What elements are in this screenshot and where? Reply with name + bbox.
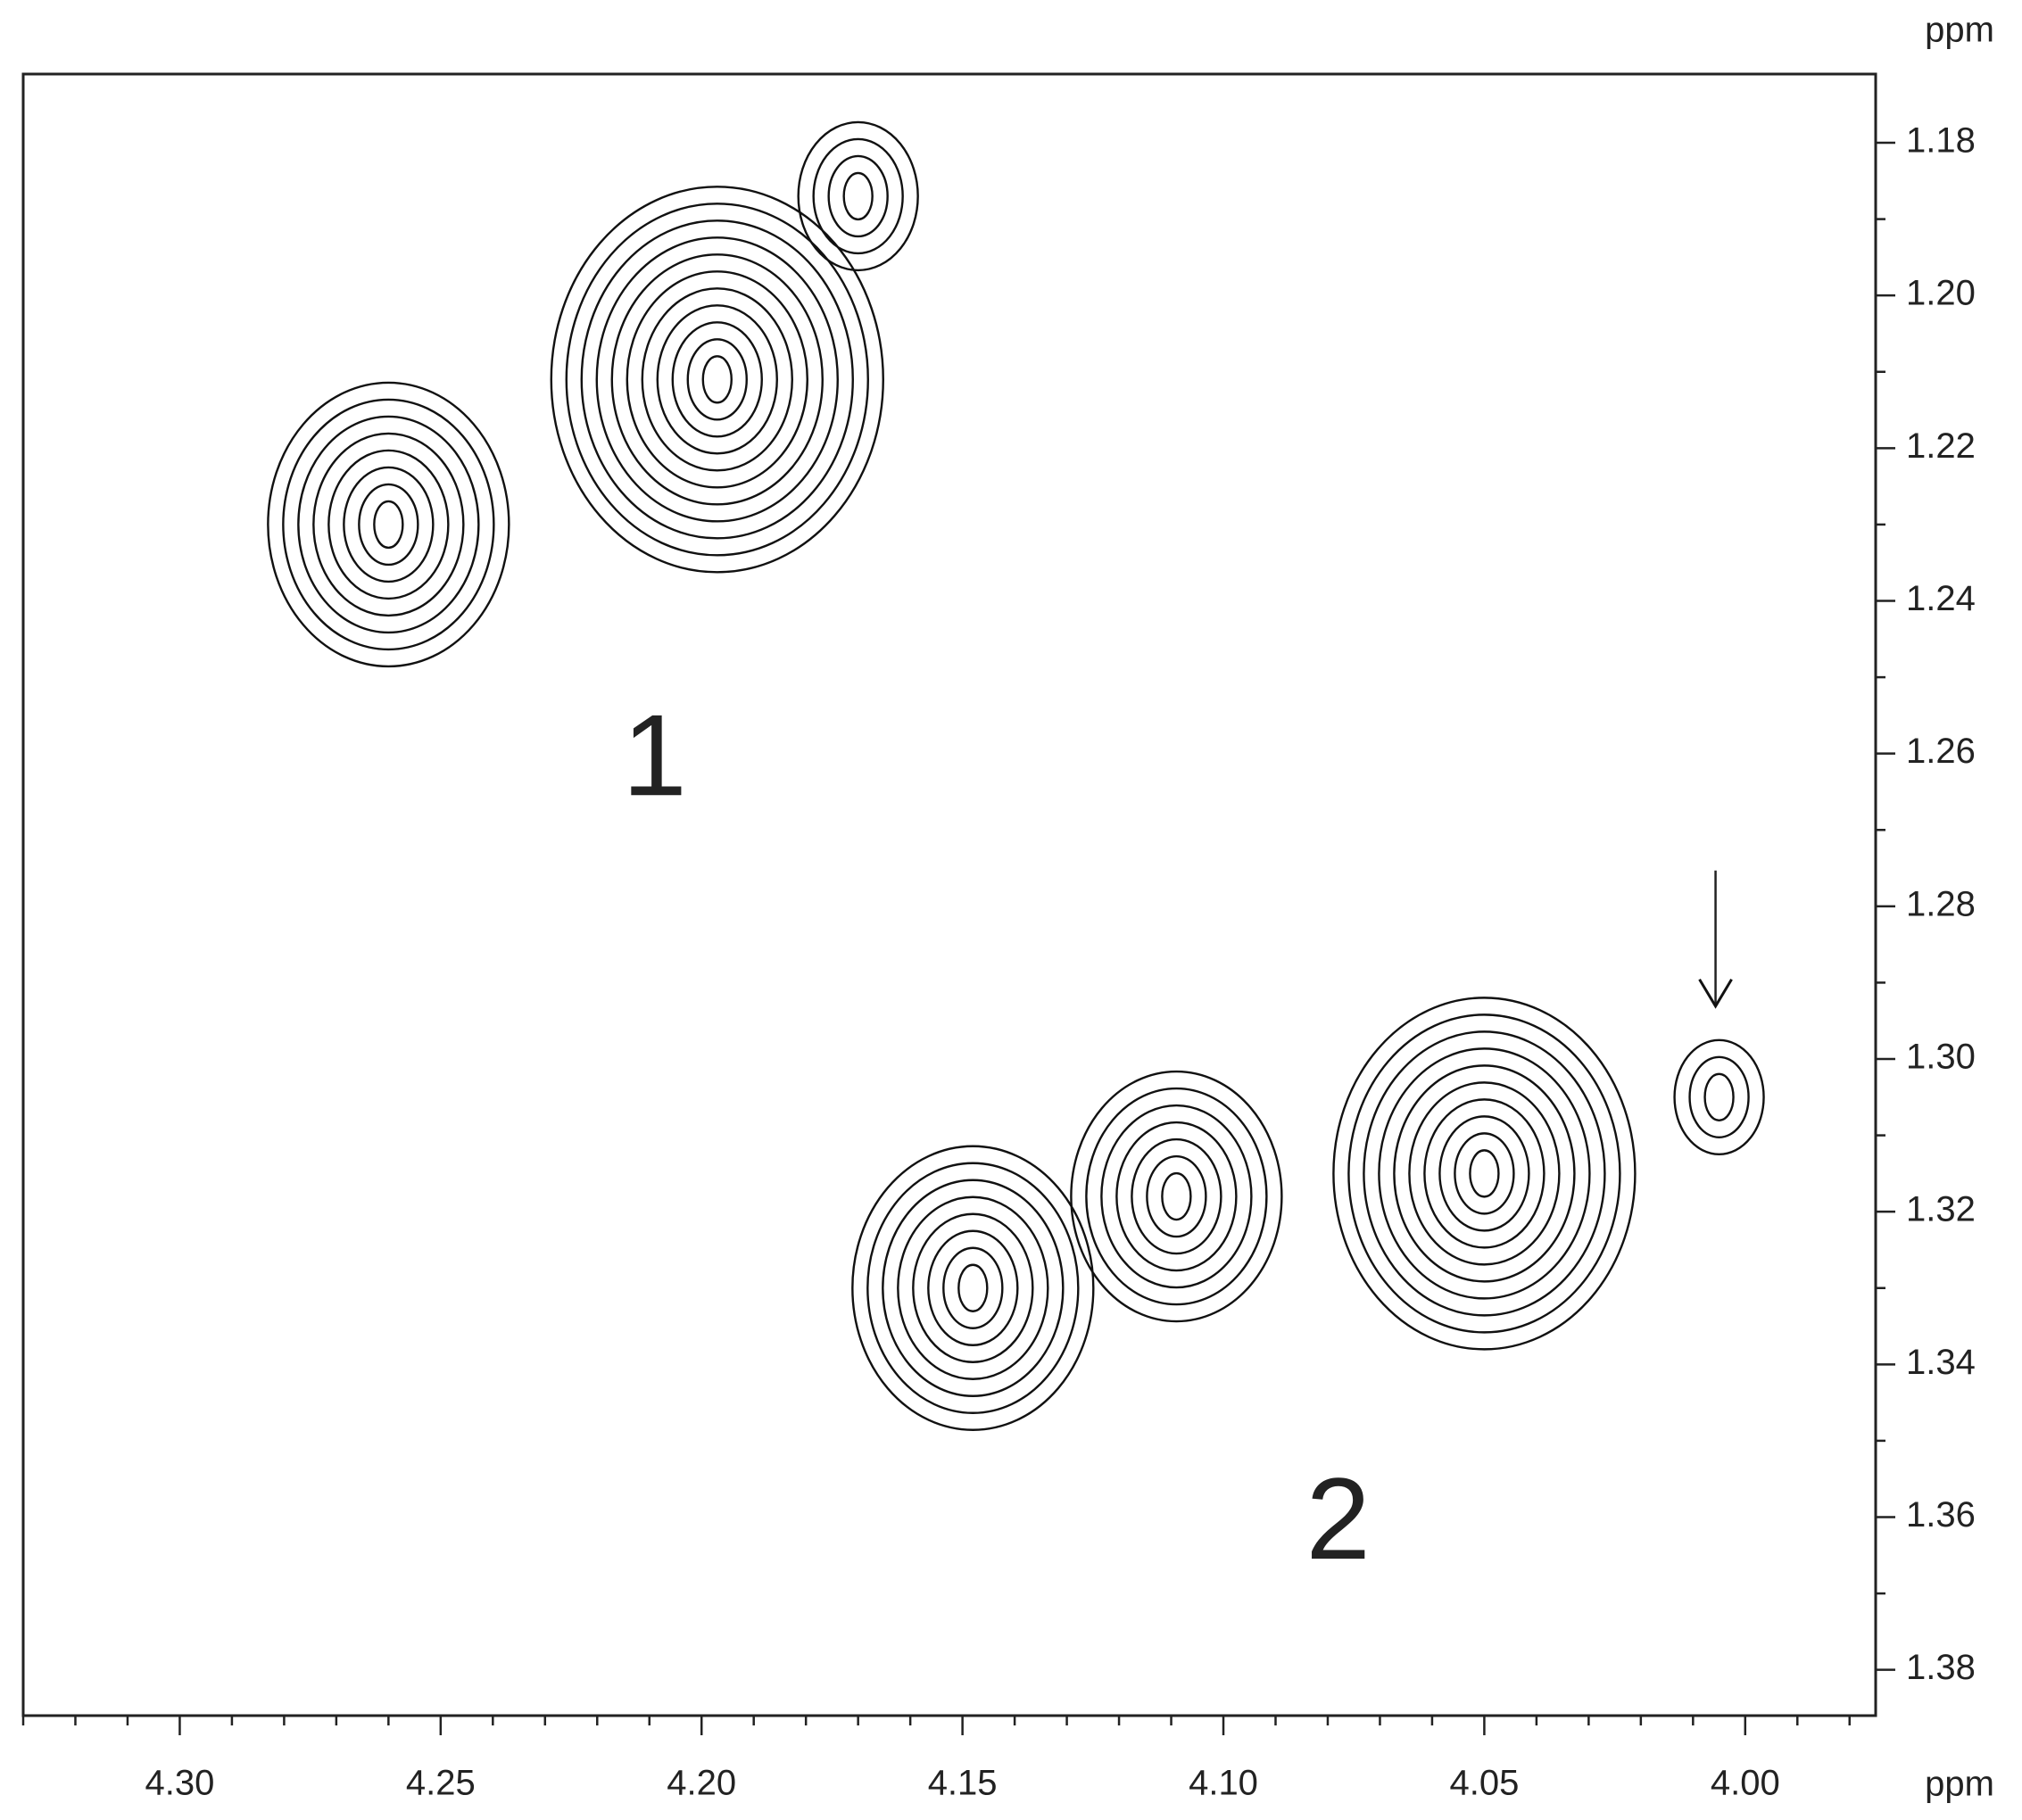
y-tick-label: 1.30: [1906, 1038, 1976, 1077]
y-tick-label: 1.18: [1906, 121, 1976, 161]
arrow-head: [1698, 979, 1733, 1009]
x-tick-label: 4.25: [406, 1764, 476, 1803]
contour-ring: [373, 500, 404, 550]
contour-ring: [1100, 1104, 1253, 1289]
y-tick-label: 1.24: [1906, 579, 1976, 618]
contour-ring: [1703, 1072, 1735, 1121]
contour-ring: [343, 466, 435, 583]
contour-ring: [565, 203, 869, 557]
contour-ring: [1688, 1055, 1750, 1138]
contour-ring: [1454, 1132, 1515, 1215]
contour-ring: [550, 186, 884, 574]
contour-ring: [1378, 1047, 1591, 1300]
y-axis-label: ppm: [1925, 11, 1994, 50]
group-label: 2: [1306, 1453, 1371, 1584]
x-tick-label: 4.05: [1449, 1764, 1519, 1803]
contour-ring: [1085, 1087, 1268, 1306]
contour-ring: [701, 355, 733, 404]
contour-ring: [626, 270, 808, 489]
contour-ring: [1363, 1030, 1606, 1317]
contour-ring: [1161, 1171, 1192, 1221]
contour-ring: [327, 449, 450, 600]
contour-ring: [866, 1162, 1080, 1414]
contour-ring: [1146, 1154, 1207, 1238]
y-tick-label: 1.20: [1906, 274, 1976, 313]
contour-ring: [1423, 1098, 1546, 1249]
contour-ring: [1408, 1081, 1561, 1266]
contour-ring: [827, 154, 889, 238]
contour-ring: [580, 219, 854, 540]
y-tick-label: 1.34: [1906, 1343, 1976, 1382]
contour-ring: [957, 1263, 989, 1312]
contour-ring: [595, 236, 839, 523]
contour-ring: [1070, 1070, 1283, 1323]
contour-ring: [1393, 1064, 1576, 1283]
group-label: 1: [622, 690, 686, 820]
contour-ring: [267, 381, 510, 668]
contour-ring: [797, 120, 919, 272]
y-tick-label: 1.28: [1906, 884, 1976, 923]
contour-ring: [358, 483, 419, 567]
contour-ring: [610, 253, 824, 506]
x-tick-label: 4.15: [928, 1764, 998, 1803]
contour-ring: [297, 415, 480, 634]
contour-ring: [851, 1145, 1095, 1431]
contour-ring: [1131, 1138, 1222, 1255]
x-axis-label: ppm: [1925, 1765, 1994, 1804]
contour-ring: [671, 321, 763, 438]
y-tick-label: 1.36: [1906, 1495, 1976, 1535]
x-tick-label: 4.20: [667, 1764, 736, 1803]
y-tick-label: 1.26: [1906, 732, 1976, 771]
contour-ring: [641, 287, 793, 472]
x-tick-label: 4.00: [1711, 1764, 1780, 1803]
contour-ring: [312, 432, 465, 617]
contour-ring: [1115, 1121, 1238, 1272]
contour-ring: [927, 1229, 1019, 1346]
y-tick-label: 1.22: [1906, 426, 1976, 466]
contour-ring: [1347, 1013, 1621, 1334]
contour-ring: [1469, 1149, 1500, 1198]
contour-ring: [942, 1246, 1004, 1329]
contour-ring: [897, 1195, 1049, 1380]
contour-ring: [1332, 997, 1637, 1351]
contour-ring: [282, 398, 495, 651]
contour-ring: [882, 1179, 1065, 1397]
x-tick-label: 4.30: [145, 1764, 215, 1803]
contour-ring: [1673, 1038, 1765, 1155]
contour-ring: [812, 137, 904, 255]
contour-ring: [842, 171, 874, 221]
plot-frame: [21, 72, 1877, 1717]
contour-ring: [1438, 1115, 1530, 1232]
contour-ring: [686, 338, 748, 421]
x-tick-label: 4.10: [1189, 1764, 1258, 1803]
y-tick-label: 1.38: [1906, 1648, 1976, 1687]
contour-ring: [912, 1212, 1034, 1363]
contour-ring: [656, 304, 778, 455]
y-tick-label: 1.32: [1906, 1190, 1976, 1229]
